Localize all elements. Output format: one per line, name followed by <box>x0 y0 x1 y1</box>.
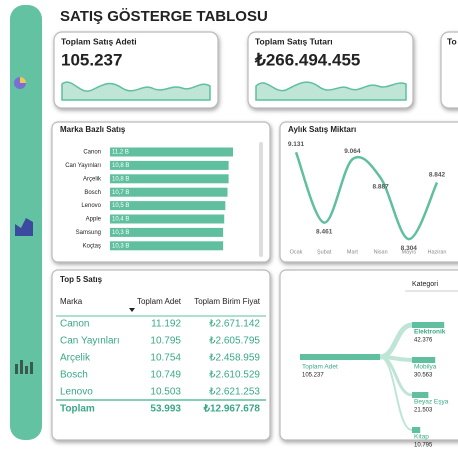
x-tick-label: Haziran <box>428 249 447 255</box>
table-cell: ₺2.605.795 <box>209 336 260 347</box>
chart-title: Aylık Satış Miktarı <box>288 125 356 134</box>
line <box>294 151 439 241</box>
bar-label: 10,4 B <box>112 217 129 223</box>
category-label: Apple <box>86 217 102 223</box>
bar-label: 10,3 B <box>112 243 129 249</box>
nav-area-icon[interactable] <box>15 218 33 236</box>
data-label: 8.842 <box>429 171 446 178</box>
bar-label: 10,8 B <box>112 176 129 182</box>
tree-label: Toplam Adet <box>302 364 338 371</box>
total-cell: 53.993 <box>150 404 181 415</box>
table-cell: Lenovo <box>60 387 93 398</box>
total-cell: Toplam <box>60 404 95 415</box>
column-header: Marka <box>60 297 83 306</box>
column-header: Toplam Adet <box>137 297 182 306</box>
monthly-card <box>279 121 458 263</box>
nav-bar-icon[interactable] <box>15 360 33 374</box>
table-card <box>51 269 271 441</box>
x-tick-label: Mart <box>347 249 358 255</box>
category-label: Canon <box>83 150 101 156</box>
kpi-title: To <box>447 36 457 46</box>
kpi-value: ₺266.494.455 <box>254 50 360 69</box>
table-cell: ₺2.458.959 <box>209 353 260 364</box>
bar <box>110 187 228 197</box>
column-header: Toplam Birim Fiyat <box>194 297 261 306</box>
category-label: Bosch <box>84 190 101 196</box>
nav-pie-icon[interactable] <box>14 77 26 89</box>
table-title: Top 5 Satış <box>60 275 103 284</box>
chart-title: Marka Bazlı Satış <box>60 125 126 134</box>
tree-label: Kitap <box>414 434 429 441</box>
category-label: Koçtaş <box>83 243 101 249</box>
tree-bar <box>412 427 421 433</box>
tree-bar <box>412 392 429 398</box>
x-tick-label: Ocak <box>290 249 303 255</box>
kpi-card <box>440 31 458 109</box>
bar <box>110 201 226 211</box>
table-cell: Bosch <box>60 370 88 381</box>
sort-indicator <box>129 308 135 312</box>
total-cell: ₺12.967.678 <box>203 404 261 415</box>
bar-label: 11,2 B <box>112 150 129 156</box>
data-label: 8.887 <box>372 184 389 191</box>
bar <box>110 160 229 170</box>
table-cell: ₺2.621.253 <box>209 387 260 398</box>
tree-label: Mobilya <box>414 364 437 371</box>
table-cell: 10.503 <box>150 387 181 398</box>
category-label: Arçelik <box>83 176 102 182</box>
scrollbar[interactable] <box>259 142 263 257</box>
tree-level-header: Kategori <box>412 281 439 288</box>
table-cell: Canon <box>60 319 89 330</box>
category-label: Samsung <box>76 230 101 236</box>
kpi-sparkline <box>61 81 211 101</box>
bar <box>110 214 225 224</box>
tree-bar <box>300 354 380 360</box>
data-label: 9.131 <box>288 141 305 148</box>
bar-label: 10,8 B <box>112 163 129 169</box>
tree-label: Beyaz Eşya <box>414 399 449 406</box>
kpi-title: Toplam Satış Tutarı <box>255 36 333 46</box>
kpi-value: 105.237 <box>61 50 122 69</box>
x-tick-label: Şubat <box>317 249 332 255</box>
data-label: 8.461 <box>316 228 333 235</box>
tree-bar <box>412 357 436 363</box>
x-tick-label: Mayıs <box>401 249 416 255</box>
tree-value: 21.503 <box>414 408 433 414</box>
tree-label: Elektronik <box>414 329 446 336</box>
bar-label: 10,3 B <box>112 230 129 236</box>
category-label: Lenovo <box>81 203 101 209</box>
table-cell: 10.754 <box>150 353 181 364</box>
table-cell: 10.749 <box>150 370 181 381</box>
kpi-sparkline <box>255 81 407 101</box>
bar <box>110 241 224 251</box>
page-title: SATIŞ GÖSTERGE TABLOSU <box>60 8 268 25</box>
table-cell: 10.795 <box>150 336 181 347</box>
tree-bar <box>412 322 445 328</box>
table-cell: 11.192 <box>151 319 181 330</box>
tree-link <box>379 356 413 431</box>
bar-label: 10,7 B <box>112 190 129 196</box>
x-tick-label: Nisan <box>374 249 388 255</box>
bar <box>110 147 233 157</box>
bar <box>110 174 229 184</box>
category-label: Can Yayınları <box>65 163 101 169</box>
table-cell: ₺2.671.142 <box>209 319 260 330</box>
table-cell: ₺2.610.529 <box>209 370 260 381</box>
kpi-title: Toplam Satış Adeti <box>61 36 137 46</box>
tree-value: 105.237 <box>302 373 324 379</box>
bar <box>110 227 224 237</box>
data-label: 8.304 <box>401 245 418 252</box>
tree-value: 10.795 <box>414 443 433 449</box>
table-cell: Arçelik <box>60 353 91 364</box>
tree-value: 42.376 <box>414 338 433 344</box>
tree-value: 30.563 <box>414 373 433 379</box>
table-cell: Can Yayınları <box>60 336 120 347</box>
bar-label: 10,5 B <box>112 203 129 209</box>
data-label: 9.064 <box>344 148 361 155</box>
